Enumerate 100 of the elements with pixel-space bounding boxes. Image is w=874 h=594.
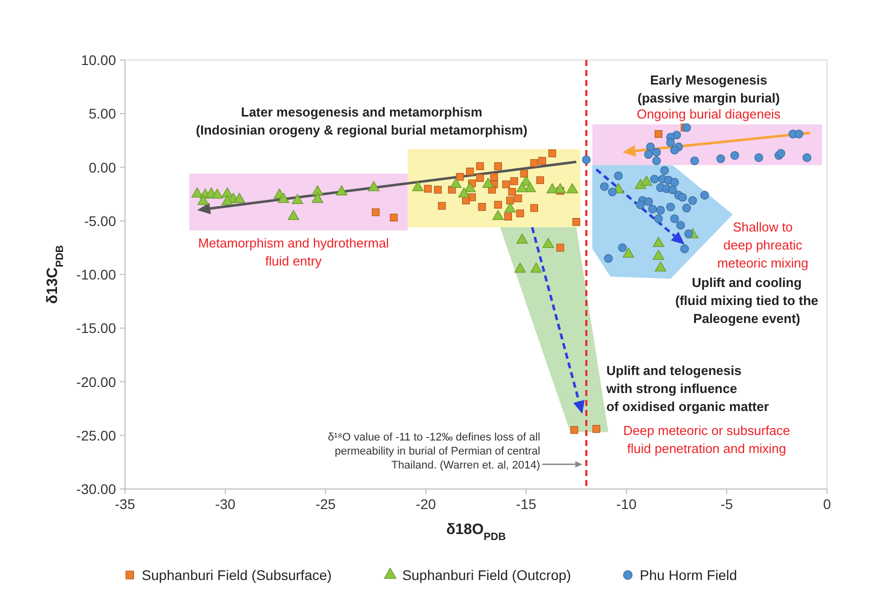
point	[654, 130, 662, 138]
x-tick-label: -35	[114, 496, 136, 512]
legend-label: Suphanburi Field (Outcrop)	[402, 567, 572, 583]
point	[652, 156, 661, 166]
point	[608, 188, 617, 196]
point	[368, 181, 380, 192]
point	[450, 178, 462, 188]
point	[458, 188, 470, 198]
point	[650, 174, 659, 184]
point	[670, 178, 679, 187]
point	[476, 162, 484, 170]
x-tick-label: -25	[315, 496, 336, 512]
y-tick-label: -15.00	[76, 320, 116, 336]
annotation: Uplift and telogenesis with strong influence of oxidised organic matter	[605, 363, 769, 414]
point	[514, 194, 522, 202]
annotation: Ongoing burial diageneis	[636, 106, 782, 122]
point	[538, 156, 546, 165]
point	[530, 204, 538, 212]
point	[234, 192, 246, 203]
point	[482, 178, 494, 188]
point	[618, 243, 627, 252]
point	[530, 159, 538, 167]
y-tick-label: 10.00	[80, 52, 116, 68]
point	[222, 195, 234, 206]
point	[604, 254, 613, 263]
point	[670, 214, 679, 224]
annotation: Later mesogenesis and metamorphism (Indosinian orogeny & regional burial metamorphism)	[196, 104, 528, 138]
point	[622, 248, 634, 258]
point	[466, 168, 474, 176]
point	[212, 188, 223, 199]
point	[191, 188, 203, 198]
point	[312, 185, 324, 196]
point	[520, 170, 528, 178]
point	[494, 200, 502, 209]
annotation: Uplift and cooling (fluid mixing tied to the Paleogene event)	[675, 275, 818, 326]
point	[390, 214, 398, 222]
point	[644, 150, 653, 159]
point	[802, 153, 812, 162]
x-tick-label: -5	[720, 496, 734, 512]
x-tick-label: 0	[823, 496, 832, 512]
y-tick-label: -20.00	[76, 374, 116, 390]
point	[592, 425, 600, 433]
point	[312, 192, 324, 203]
point	[554, 183, 566, 194]
point	[636, 200, 645, 210]
point	[652, 236, 664, 247]
point	[476, 174, 484, 182]
point	[656, 206, 665, 214]
point	[336, 185, 348, 196]
point	[652, 148, 661, 157]
x-tick-label: -30	[215, 496, 236, 512]
point	[490, 173, 498, 181]
point	[492, 210, 504, 220]
point	[514, 262, 526, 273]
point	[504, 212, 512, 220]
point	[516, 182, 528, 192]
point	[654, 214, 663, 224]
point	[516, 234, 528, 244]
point	[648, 204, 657, 214]
point	[572, 218, 580, 226]
point	[776, 148, 786, 158]
annotation: δ¹⁸O value of -11 to -12‰ defines loss of all permeability in burial of Permian of central Thailand. (Warren et. al, 2014)	[328, 431, 540, 472]
point	[372, 208, 380, 216]
point	[510, 177, 518, 186]
point	[700, 190, 709, 200]
point	[640, 176, 652, 186]
point	[434, 186, 442, 194]
y-tick-label: -25.00	[76, 427, 116, 444]
point	[278, 192, 290, 203]
y-tick-label: 5.00	[88, 106, 116, 122]
x-tick-label: -15	[516, 496, 536, 512]
y-tick-label: -30.00	[76, 481, 116, 497]
point	[682, 204, 691, 212]
point	[516, 209, 524, 218]
point	[494, 162, 502, 170]
legend-label: Phu Horm Field	[640, 567, 738, 583]
point	[794, 130, 804, 138]
point	[754, 153, 764, 162]
point	[556, 244, 564, 252]
point	[600, 182, 609, 191]
legend-label: Suphanburi Field (Subsurface)	[142, 567, 332, 583]
point	[644, 197, 653, 206]
point	[570, 426, 578, 434]
point	[684, 229, 693, 238]
point	[530, 262, 542, 273]
point	[478, 203, 486, 211]
point	[688, 196, 697, 205]
point	[668, 185, 677, 194]
point	[438, 202, 446, 210]
point	[456, 173, 464, 181]
annotation: Shallow to deep phreatic meteoric mixing	[717, 219, 808, 270]
point	[666, 138, 675, 147]
point	[660, 166, 669, 175]
point	[536, 176, 544, 184]
point	[666, 202, 675, 212]
point	[424, 184, 432, 193]
point	[652, 250, 664, 260]
annotation: Metamorphism and hydrothermal fluid entry	[198, 235, 389, 268]
point	[506, 196, 514, 204]
point	[508, 188, 516, 196]
